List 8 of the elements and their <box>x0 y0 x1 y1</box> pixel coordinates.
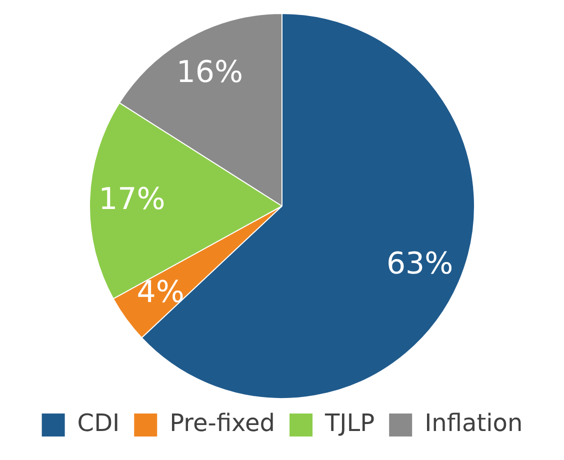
legend-label: CDI <box>77 409 120 438</box>
data-label: 4% <box>136 275 184 310</box>
legend-label: Pre-fixed <box>170 409 276 438</box>
legend-label: Inflation <box>424 409 523 438</box>
data-label: 17% <box>98 182 166 218</box>
data-label: 16% <box>176 55 244 90</box>
data-label: 63% <box>386 246 454 282</box>
legend-label: TJLP <box>324 409 375 438</box>
